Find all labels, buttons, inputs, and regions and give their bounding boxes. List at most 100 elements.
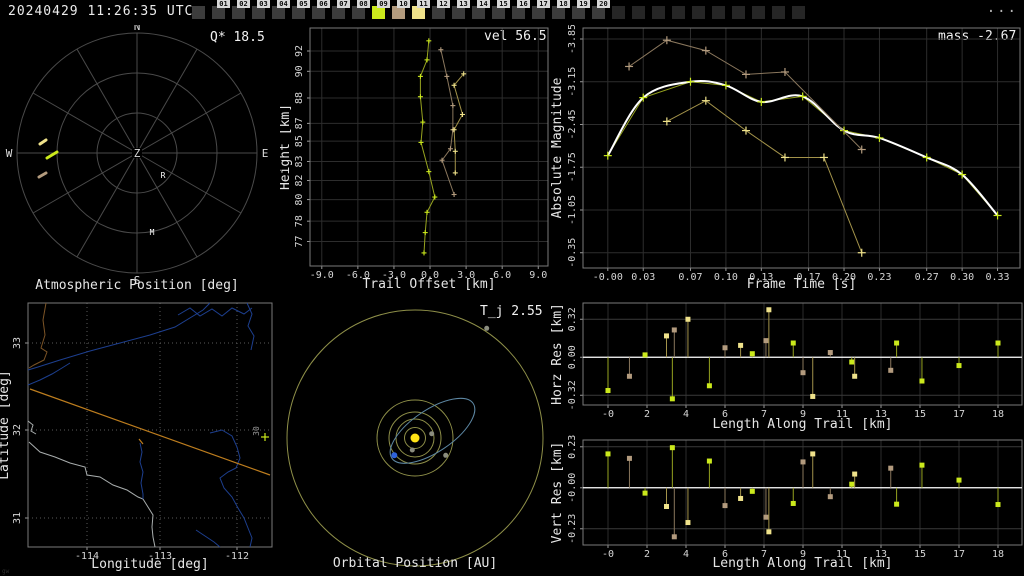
frame-thumb-image[interactable] <box>452 6 465 19</box>
earth-dot <box>391 452 398 459</box>
frame-thumb-image[interactable] <box>552 6 565 19</box>
frame-thumb-x23[interactable] <box>652 0 672 25</box>
frame-thumb-14[interactable]: 14 <box>472 0 492 25</box>
vertical-residuals-panel: -0 2 4 6 7 9 11 13 15 17 18 0.23 -0.00 -0.23 Length Al… <box>550 435 1023 571</box>
frame-thumb-image[interactable] <box>232 6 245 19</box>
svg-text:0.10: 0.10 <box>714 272 738 283</box>
frame-thumb-image[interactable] <box>572 6 585 19</box>
frame-thumb-image[interactable] <box>332 6 345 19</box>
svg-text:11: 11 <box>836 549 848 560</box>
frame-thumb-x29[interactable] <box>772 0 792 25</box>
svg-text:33: 33 <box>12 337 23 349</box>
frame-thumb-20[interactable]: 20 <box>592 0 612 25</box>
frame-thumb-x27[interactable] <box>732 0 752 25</box>
frame-number-chip: 09 <box>377 0 390 8</box>
svg-text:92: 92 <box>294 45 305 57</box>
frame-thumb-10[interactable]: 10 <box>392 0 412 25</box>
frame-thumb-x0[interactable] <box>192 0 212 25</box>
map-feature-river <box>209 429 253 548</box>
frame-thumb-image[interactable] <box>712 6 725 19</box>
svg-text:88: 88 <box>294 92 305 104</box>
frame-thumb-09[interactable]: 09 <box>372 0 392 25</box>
y-axis-label: Vert Res [km] <box>550 442 565 544</box>
frame-thumb-image[interactable] <box>352 6 365 19</box>
frame-thumb-image[interactable] <box>212 6 225 19</box>
svg-text:18: 18 <box>992 409 1004 420</box>
frame-thumb-11[interactable]: 11 <box>412 0 432 25</box>
lightcurve-series-yellow <box>662 96 866 257</box>
svg-text:15: 15 <box>914 549 926 560</box>
frame-thumb-x24[interactable] <box>672 0 692 25</box>
frame-thumb-image[interactable] <box>492 6 505 19</box>
frame-thumb-13[interactable]: 13 <box>452 0 472 25</box>
frame-thumb-image[interactable] <box>772 6 785 19</box>
svg-text:-114: -114 <box>75 551 99 562</box>
frame-thumb-x22[interactable] <box>632 0 652 25</box>
more-menu[interactable]: ... <box>986 0 1018 16</box>
atmospheric-position-panel: N E S W Z R M Atmospheric Position [deg] <box>6 25 269 293</box>
y-axis-label: Absolute Magnitude <box>550 77 565 218</box>
frame-thumb-03[interactable]: 03 <box>252 0 272 25</box>
frame-thumb-image[interactable] <box>472 6 485 19</box>
frame-thumb-18[interactable]: 18 <box>552 0 572 25</box>
svg-text:0.30: 0.30 <box>950 272 974 283</box>
frame-thumb-image[interactable] <box>372 6 385 19</box>
frame-thumb-06[interactable]: 06 <box>312 0 332 25</box>
frame-thumb-image[interactable] <box>252 6 265 19</box>
svg-text:7: 7 <box>761 409 767 420</box>
frame-thumb-19[interactable]: 19 <box>572 0 592 25</box>
svg-text:-3.15: -3.15 <box>567 67 578 97</box>
mass-value: mass -2.67 <box>938 29 1017 44</box>
frame-thumb-08[interactable]: 08 <box>352 0 372 25</box>
frame-thumb-image[interactable] <box>412 6 425 19</box>
frame-thumb-image[interactable] <box>392 6 405 19</box>
frame-thumb-x28[interactable] <box>752 0 772 25</box>
frame-thumb-07[interactable]: 07 <box>332 0 352 25</box>
svg-text:0.33: 0.33 <box>986 272 1010 283</box>
frame-thumb-image[interactable] <box>692 6 705 19</box>
frame-thumb-05[interactable]: 05 <box>292 0 312 25</box>
frame-thumb-04[interactable]: 04 <box>272 0 292 25</box>
frame-number-chip: 20 <box>597 0 610 8</box>
qstar-value: Q* 18.5 <box>210 30 265 45</box>
frame-thumb-image[interactable] <box>792 6 805 19</box>
frame-thumb-image[interactable] <box>652 6 665 19</box>
svg-text:-0.00: -0.00 <box>593 272 623 283</box>
frame-thumb-image[interactable] <box>532 6 545 19</box>
plot-axes: -0.00 0.03 0.07 0.10 0.13 0.17 0.20 0.23 0.27 0.3… <box>550 25 1021 292</box>
map-feature-river <box>139 442 144 499</box>
frame-thumb-x25[interactable] <box>692 0 712 25</box>
frame-thumb-16[interactable]: 16 <box>512 0 532 25</box>
frame-thumb-image[interactable] <box>592 6 605 19</box>
frame-thumb-image[interactable] <box>312 6 325 19</box>
frame-thumb-image[interactable] <box>632 6 645 19</box>
frame-thumb-image[interactable] <box>432 6 445 19</box>
frame-thumb-x21[interactable] <box>612 0 632 25</box>
frame-thumb-02[interactable]: 02 <box>232 0 252 25</box>
frame-thumb-x26[interactable] <box>712 0 732 25</box>
frame-thumb-x30[interactable] <box>792 0 812 25</box>
frame-thumb-image[interactable] <box>612 6 625 19</box>
frame-thumb-image[interactable] <box>752 6 765 19</box>
frame-thumb-image[interactable] <box>732 6 745 19</box>
lightcurve-series-lime <box>603 77 1002 220</box>
frame-thumb-image[interactable] <box>672 6 685 19</box>
frame-thumb-image[interactable] <box>512 6 525 19</box>
frame-thumb-image[interactable] <box>272 6 285 19</box>
cardinal-east: E <box>262 147 269 160</box>
plot-axes: -0 2 4 6 7 9 11 13 15 17 18 0.32 0.00 -0.32 Length Alo… <box>550 302 1023 432</box>
x-axis-label: Frame Time [s] <box>747 277 857 292</box>
svg-text:-9.0: -9.0 <box>310 270 334 281</box>
frame-thumb-image[interactable] <box>292 6 305 19</box>
frame-thumb-17[interactable]: 17 <box>532 0 552 25</box>
frame-number-chip: 18 <box>557 0 570 8</box>
frame-thumb-image[interactable] <box>192 6 205 19</box>
svg-text:9: 9 <box>800 549 806 560</box>
frame-thumb-01[interactable]: 01 <box>212 0 232 25</box>
planet-dot <box>429 431 435 437</box>
frame-thumb-12[interactable]: 12 <box>432 0 452 25</box>
svg-text:-0.32: -0.32 <box>567 380 578 410</box>
frame-thumb-15[interactable]: 15 <box>492 0 512 25</box>
svg-text:-0.35: -0.35 <box>567 238 578 268</box>
x-axis-label: Longitude [deg] <box>91 557 208 572</box>
